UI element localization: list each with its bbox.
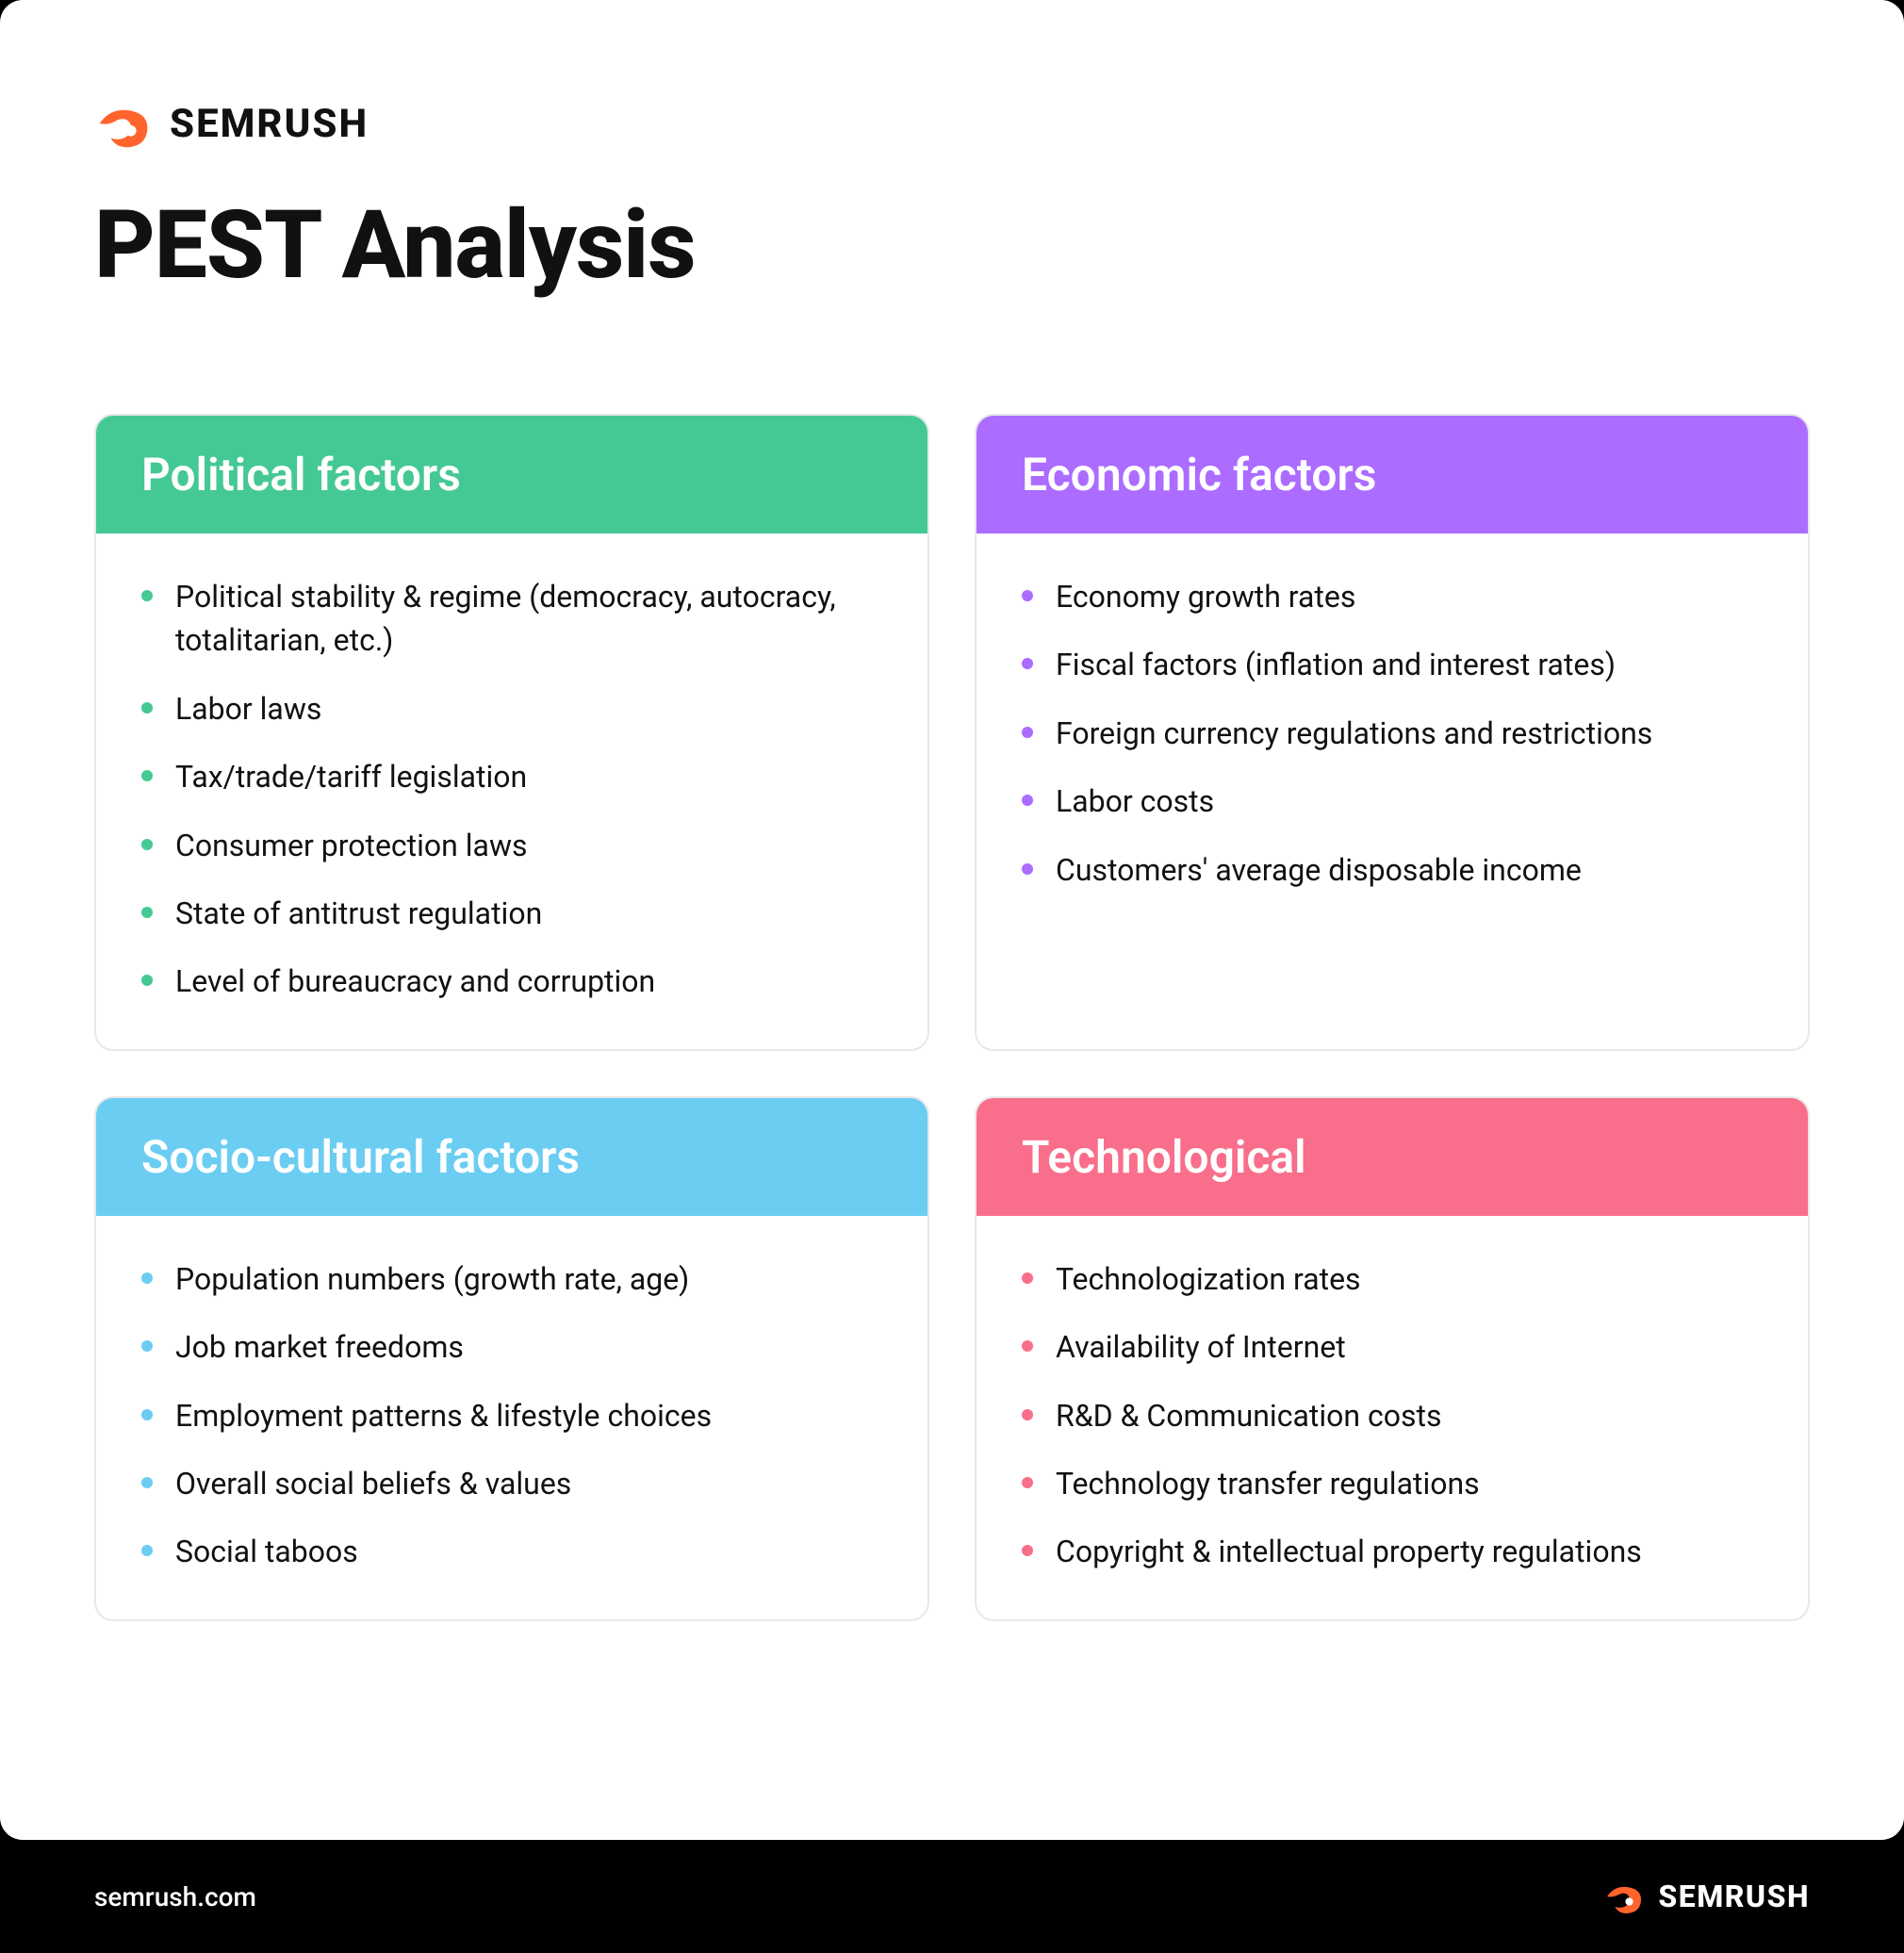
bullet-icon <box>1022 1272 1033 1284</box>
list-item: Copyright & intellectual property regula… <box>1022 1530 1763 1573</box>
bullet-icon <box>141 702 153 714</box>
bullet-icon <box>1022 590 1033 601</box>
list-item: Technology transfer regulations <box>1022 1462 1763 1505</box>
list-item: Labor laws <box>141 687 882 730</box>
bullet-icon <box>1022 795 1033 806</box>
bullet-icon <box>1022 1340 1033 1352</box>
list-item-text: Overall social beliefs & values <box>175 1462 571 1505</box>
list-item: Tax/trade/tariff legislation <box>141 755 882 798</box>
bullet-icon <box>141 839 153 850</box>
cards-grid: Political factors Political stability & r… <box>94 414 1810 1621</box>
bullet-icon <box>1022 863 1033 875</box>
list-item: Technologization rates <box>1022 1257 1763 1301</box>
list-item: Consumer protection laws <box>141 824 882 867</box>
list-item: Overall social beliefs & values <box>141 1462 882 1505</box>
list-item-text: Political stability & regime (democracy,… <box>175 575 882 663</box>
bullet-icon <box>141 1477 153 1488</box>
flame-icon <box>94 94 153 153</box>
bullet-icon <box>141 770 153 781</box>
list-item: Fiscal factors (inflation and interest r… <box>1022 643 1763 686</box>
list-item: Labor costs <box>1022 780 1763 823</box>
footer-url: semrush.com <box>94 1881 256 1912</box>
brand-name: SEMRUSH <box>170 101 369 147</box>
bullet-icon <box>1022 1477 1033 1488</box>
card-list: Political stability & regime (democracy,… <box>141 575 882 1004</box>
list-item-text: Copyright & intellectual property regula… <box>1056 1530 1642 1573</box>
card-body: Technologization rates Availability of In… <box>977 1216 1808 1619</box>
bullet-icon <box>141 975 153 986</box>
list-item-text: Fiscal factors (inflation and interest r… <box>1056 643 1616 686</box>
list-item: Customers' average disposable income <box>1022 848 1763 892</box>
list-item-text: Tax/trade/tariff legislation <box>175 755 527 798</box>
card-header: Socio-cultural factors <box>96 1098 927 1216</box>
list-item-text: Employment patterns & lifestyle choices <box>175 1394 712 1437</box>
bullet-icon <box>141 1272 153 1284</box>
list-item: Political stability & regime (democracy,… <box>141 575 882 663</box>
list-item-text: Population numbers (growth rate, age) <box>175 1257 689 1301</box>
list-item-text: Consumer protection laws <box>175 824 528 867</box>
bullet-icon <box>1022 1409 1033 1420</box>
infographic-card: SEMRUSH PEST Analysis Political factorsP… <box>0 0 1904 1840</box>
bullet-icon <box>1022 1545 1033 1556</box>
list-item: State of antitrust regulation <box>141 892 882 935</box>
bullet-icon <box>141 907 153 918</box>
card-header: Economic factors <box>977 416 1808 533</box>
list-item: Job market freedoms <box>141 1325 882 1369</box>
card-header: Political factors <box>96 416 927 533</box>
list-item-text: Job market freedoms <box>175 1325 464 1369</box>
card-socio-cultural: Socio-cultural factors Population numbers… <box>94 1096 929 1621</box>
list-item-text: State of antitrust regulation <box>175 892 542 935</box>
footer-brand-name: SEMRUSH <box>1658 1879 1810 1914</box>
bullet-icon <box>141 1409 153 1420</box>
card-body: Economy growth rates Fiscal factors (infl… <box>977 533 1808 937</box>
footer-brand-logo: SEMRUSH <box>1603 1876 1810 1917</box>
bullet-icon <box>1022 658 1033 669</box>
flame-icon <box>1603 1876 1645 1917</box>
list-item-text: Labor laws <box>175 687 321 730</box>
list-item: Level of bureaucracy and corruption <box>141 960 882 1003</box>
list-item-text: R&D & Communication costs <box>1056 1394 1441 1437</box>
list-item-text: Social taboos <box>175 1530 358 1573</box>
bullet-icon <box>1022 727 1033 738</box>
list-item-text: Technology transfer regulations <box>1056 1462 1480 1505</box>
list-item: Employment patterns & lifestyle choices <box>141 1394 882 1437</box>
card-political: Political factors Political stability & r… <box>94 414 929 1051</box>
card-economic: Economic factors Economy growth rates Fisc… <box>975 414 1810 1051</box>
list-item-text: Availability of Internet <box>1056 1325 1346 1369</box>
list-item: Economy growth rates <box>1022 575 1763 618</box>
card-body: Population numbers (growth rate, age) Job… <box>96 1216 927 1619</box>
bullet-icon <box>141 590 153 601</box>
card-list: Population numbers (growth rate, age) Job… <box>141 1257 882 1574</box>
list-item-text: Economy growth rates <box>1056 575 1355 618</box>
list-item: Foreign currency regulations and restric… <box>1022 712 1763 755</box>
list-item: Social taboos <box>141 1530 882 1573</box>
card-list: Economy growth rates Fiscal factors (infl… <box>1022 575 1763 892</box>
list-item-text: Labor costs <box>1056 780 1214 823</box>
card-list: Technologization rates Availability of In… <box>1022 1257 1763 1574</box>
list-item: Availability of Internet <box>1022 1325 1763 1369</box>
bullet-icon <box>141 1545 153 1556</box>
footer-bar: semrush.com SEMRUSH <box>0 1840 1904 1953</box>
card-header: Technological <box>977 1098 1808 1216</box>
list-item-text: Level of bureaucracy and corruption <box>175 960 655 1003</box>
brand-logo: SEMRUSH <box>94 94 1810 153</box>
list-item-text: Technologization rates <box>1056 1257 1361 1301</box>
bullet-icon <box>141 1340 153 1352</box>
page-title: PEST Analysis <box>94 190 1810 301</box>
list-item: Population numbers (growth rate, age) <box>141 1257 882 1301</box>
list-item-text: Foreign currency regulations and restric… <box>1056 712 1652 755</box>
list-item-text: Customers' average disposable income <box>1056 848 1582 892</box>
list-item: R&D & Communication costs <box>1022 1394 1763 1437</box>
card-technological: Technological Technologization rates Avail… <box>975 1096 1810 1621</box>
card-body: Political stability & regime (democracy,… <box>96 533 927 1049</box>
